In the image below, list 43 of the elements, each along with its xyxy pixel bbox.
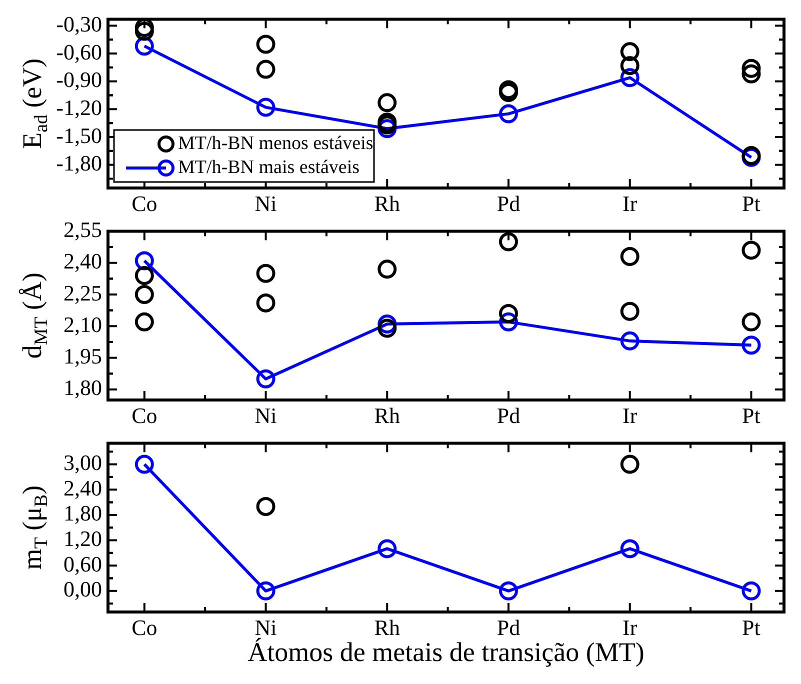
y-axis-title: Ead (eV) — [17, 58, 52, 149]
point — [742, 581, 761, 600]
y-tick-label: 0,60 — [64, 551, 102, 576]
y-tick-label: 1,95 — [64, 344, 102, 369]
y-tick-label: 3,00 — [64, 450, 102, 476]
y-axis-title: mT (μB) — [17, 485, 52, 570]
x-tick-label: Co — [132, 190, 158, 216]
y-tick-label: -0,90 — [56, 67, 102, 92]
legend-label: MT/h-BN menos estáveis — [178, 132, 374, 154]
x-tick-label: Rh — [374, 190, 400, 216]
y-tick-label: -0,60 — [56, 39, 102, 64]
y-axis-title: dMT (Å) — [17, 272, 52, 359]
x-tick-label: Pt — [742, 190, 760, 216]
x-tick-label: Ir — [622, 190, 638, 216]
x-tick-label: Co — [132, 614, 158, 640]
x-tick-label: Pd — [496, 190, 520, 216]
y-tick-label: 1,80 — [64, 500, 102, 526]
x-tick-label: Pt — [742, 614, 760, 640]
x-tick-label: Co — [132, 402, 158, 428]
y-tick-label: -1,80 — [56, 150, 102, 176]
x-tick-label: Pt — [742, 402, 760, 428]
point — [499, 581, 518, 600]
x-tick-label: Pd — [496, 402, 520, 428]
x-tick-label: Rh — [374, 402, 400, 428]
point — [134, 454, 154, 474]
point — [620, 539, 640, 558]
x-tick-label: Ir — [622, 402, 638, 428]
y-tick-label: 2,10 — [64, 312, 102, 337]
y-tick-label: 1,20 — [64, 526, 102, 552]
y-tick-label: 1,80 — [64, 375, 102, 400]
y-tick-label: -1,20 — [56, 94, 102, 120]
x-tick-label: Ni — [254, 402, 277, 428]
point — [378, 539, 397, 558]
y-tick-label: 2,40 — [64, 248, 102, 274]
point — [256, 581, 276, 600]
y-tick-label: -0,30 — [56, 11, 102, 36]
y-tick-label: 2,25 — [64, 280, 102, 306]
y-tick-label: 0,00 — [64, 576, 102, 602]
legend-label: MT/h-BN mais estáveis — [178, 156, 360, 178]
y-tick-label: 2,55 — [64, 216, 102, 242]
y-tick-label: 2,40 — [64, 475, 102, 500]
y-tick-label: -1,50 — [56, 122, 102, 148]
x-tick-label: Ni — [254, 190, 277, 216]
